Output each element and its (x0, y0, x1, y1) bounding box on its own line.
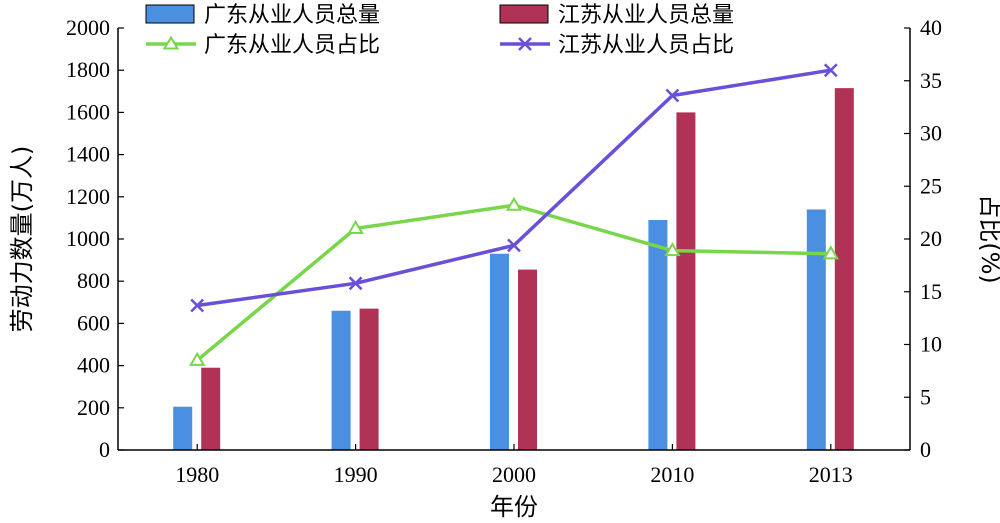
legend-marker-guangdong-share (162, 35, 180, 50)
y-left-tick-label: 600 (77, 310, 110, 335)
bar-guangdong-2013 (806, 209, 826, 450)
bar-guangdong-2010 (648, 220, 668, 450)
y-right-tick-label: 20 (920, 226, 942, 251)
y-right-tick-label: 40 (920, 15, 942, 40)
bar-jiangsu-2013 (834, 88, 854, 450)
marker-guangdong-1980 (188, 351, 206, 366)
marker-jiangsu-2013 (823, 63, 838, 78)
y-left-tick-label: 1800 (66, 57, 110, 82)
bar-guangdong-1990 (331, 310, 351, 450)
y-left-tick-label: 2000 (66, 15, 110, 40)
y-right-tick-label: 30 (920, 121, 942, 146)
legend-label-guangdong-total: 广东从业人员总量 (204, 3, 380, 28)
marker-jiangsu-2000 (507, 238, 521, 253)
y-left-tick-label: 400 (77, 353, 110, 378)
y-left-tick-label: 0 (99, 437, 110, 462)
y-left-tick-label: 1600 (66, 99, 110, 124)
marker-guangdong-2013 (822, 245, 840, 260)
legend-label-jiangsu-total: 江苏从业人员总量 (558, 3, 734, 28)
legend-swatch-guangdong-total (145, 4, 195, 24)
y-left-tick-label: 1400 (66, 142, 110, 167)
marker-jiangsu-2010 (665, 88, 680, 103)
line-jiangsu-share (196, 68, 832, 308)
x-tick-label: 1990 (334, 462, 378, 487)
y-right-tick-label: 5 (920, 384, 931, 409)
x-tick-label: 1980 (175, 462, 219, 487)
bar-jiangsu-1980 (201, 367, 221, 450)
y-right-tick-label: 10 (920, 332, 942, 357)
y-left-tick-label: 800 (77, 268, 110, 293)
marker-guangdong-2010 (664, 242, 681, 257)
x-axis-title: 年份 (490, 493, 538, 521)
marker-jiangsu-1990 (348, 276, 363, 291)
y-axis-left-title: 劳动力数量(万人) (8, 146, 36, 333)
marker-jiangsu-1980 (190, 298, 205, 313)
bar-guangdong-2000 (490, 253, 509, 450)
bar-jiangsu-2010 (676, 112, 696, 451)
bar-jiangsu-1990 (359, 308, 379, 450)
y-right-tick-label: 15 (920, 279, 942, 304)
legend-label-guangdong-share: 广东从业人员占比 (204, 33, 380, 58)
marker-guangdong-2000 (505, 196, 523, 211)
x-tick-label: 2000 (492, 462, 536, 487)
marker-guangdong-1990 (347, 219, 364, 234)
y-axis-right-title: 占比(%) (976, 194, 1000, 284)
y-left-tick-label: 1000 (66, 226, 110, 251)
x-tick-label: 2010 (650, 462, 694, 487)
y-right-tick-label: 25 (920, 173, 942, 198)
y-right-tick-label: 35 (920, 68, 942, 93)
y-right-tick-label: 0 (920, 437, 931, 462)
legend-marker-jiangsu-share (518, 37, 532, 51)
legend-swatch-jiangsu-total (499, 4, 549, 24)
line-guangdong-share (196, 203, 831, 362)
bar-jiangsu-2000 (518, 269, 537, 450)
x-tick-label: 2013 (809, 462, 853, 487)
legend-label-jiangsu-share: 江苏从业人员占比 (558, 33, 734, 58)
bar-guangdong-1980 (173, 406, 193, 450)
y-left-tick-label: 200 (77, 395, 110, 420)
y-left-tick-label: 1200 (66, 184, 110, 209)
